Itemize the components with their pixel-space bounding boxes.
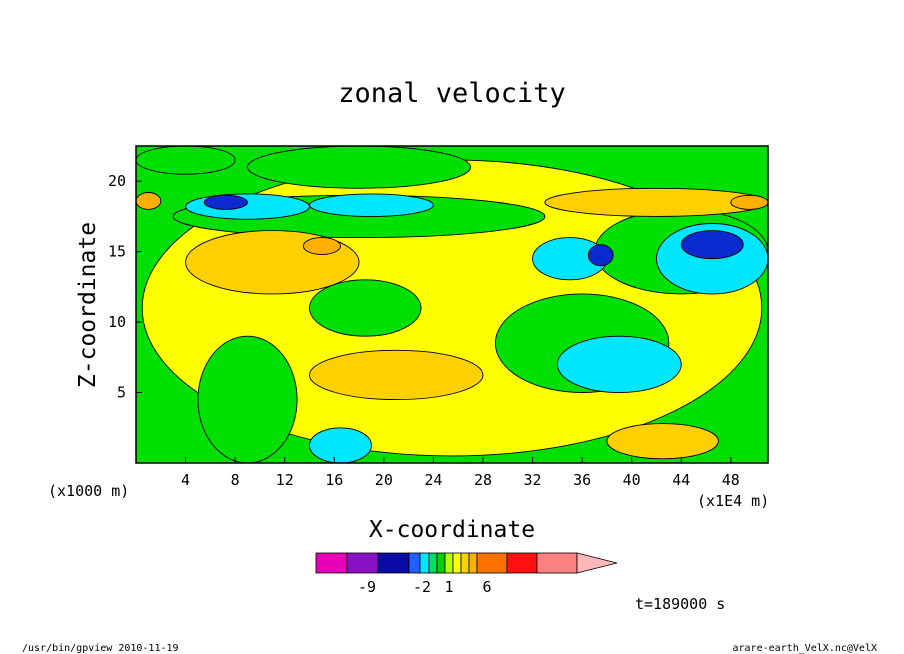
region-green-4 <box>309 279 422 337</box>
x-axis-label: X-coordinate <box>369 517 535 543</box>
x-tick-label-1: 8 <box>231 471 240 489</box>
time-annotation: t=189000 s <box>635 595 725 613</box>
y-tick-label-0: 5 <box>117 384 126 402</box>
x-axis: 4 8 12 16 20 24 28 32 36 40 44 48 <box>181 457 740 489</box>
region-light-orange-18 <box>309 349 484 401</box>
plot-frame <box>135 145 769 464</box>
region-orange-23 <box>730 194 768 210</box>
colorbar-segment-12 <box>506 552 538 574</box>
region-cyan-13 <box>309 427 372 463</box>
x-tick-label-2: 12 <box>276 471 294 489</box>
x-tick-label-7: 32 <box>524 471 542 489</box>
y-tick-label-2: 15 <box>108 243 126 261</box>
colorbar-segment-0 <box>315 552 348 574</box>
colorbar-segment-5 <box>428 552 438 574</box>
chart-title: zonal velocity <box>338 78 566 109</box>
region-orange-21 <box>302 237 341 255</box>
region-light-orange-19 <box>606 423 719 460</box>
colorbar-segment-10 <box>468 552 478 574</box>
x-tick-label-8: 36 <box>573 471 591 489</box>
colorbar-tick-label-1: -2 <box>413 578 431 596</box>
colorbar-segment-4 <box>419 552 430 574</box>
x-tick-label-0: 4 <box>181 471 190 489</box>
region-cyan-9 <box>309 193 434 217</box>
region-green-6 <box>197 335 298 463</box>
colorbar-ticks: -9 -2 1 6 <box>358 578 492 596</box>
x-unit-label-left: (x1000 m) <box>48 482 129 500</box>
colorbar-tick-label-2: 1 <box>444 578 453 596</box>
colorbar-arrow <box>576 552 618 574</box>
y-tick-label-3: 20 <box>108 172 126 190</box>
colorbar-tick-label-3: 6 <box>482 578 491 596</box>
region-cyan-8 <box>185 193 310 220</box>
colorbar-segment-7 <box>444 552 454 574</box>
colorbar-segment-1 <box>346 552 379 574</box>
x-tick-label-5: 24 <box>424 471 442 489</box>
region-blue-14 <box>203 194 248 210</box>
colorbar <box>315 552 618 574</box>
region-blue-15 <box>680 230 744 260</box>
x-tick-label-10: 44 <box>672 471 690 489</box>
x-tick-label-3: 16 <box>325 471 343 489</box>
colorbar-segment-2 <box>377 552 410 574</box>
colorbar-tick-label-0: -9 <box>358 578 376 596</box>
contour-regions <box>136 146 768 463</box>
colorbar-segment-3 <box>408 552 421 574</box>
footer-left: /usr/bin/gpview 2010-11-19 <box>22 643 179 654</box>
footer-right: arare-earth_VelX.nc@VelX <box>733 643 878 654</box>
y-axis-label: Z-coordinate <box>75 222 101 388</box>
colorbar-segment-13 <box>536 552 578 574</box>
x-unit-label-right: (x1E4 m) <box>697 492 769 510</box>
colorbar-segment-6 <box>436 552 446 574</box>
x-tick-label-4: 20 <box>375 471 393 489</box>
x-tick-label-11: 48 <box>722 471 740 489</box>
colorbar-segment-11 <box>476 552 508 574</box>
colorbar-segment-8 <box>452 552 462 574</box>
region-green-1 <box>136 146 236 175</box>
region-green-2 <box>247 146 472 189</box>
y-axis: 5 10 15 20 <box>108 172 142 402</box>
x-tick-label-6: 28 <box>474 471 492 489</box>
y-tick-label-1: 10 <box>108 313 126 331</box>
region-cyan-12 <box>556 335 682 394</box>
region-orange-22 <box>136 192 162 210</box>
x-tick-label-9: 40 <box>623 471 641 489</box>
colorbar-segment-9 <box>460 552 470 574</box>
region-blue-16 <box>587 244 614 267</box>
